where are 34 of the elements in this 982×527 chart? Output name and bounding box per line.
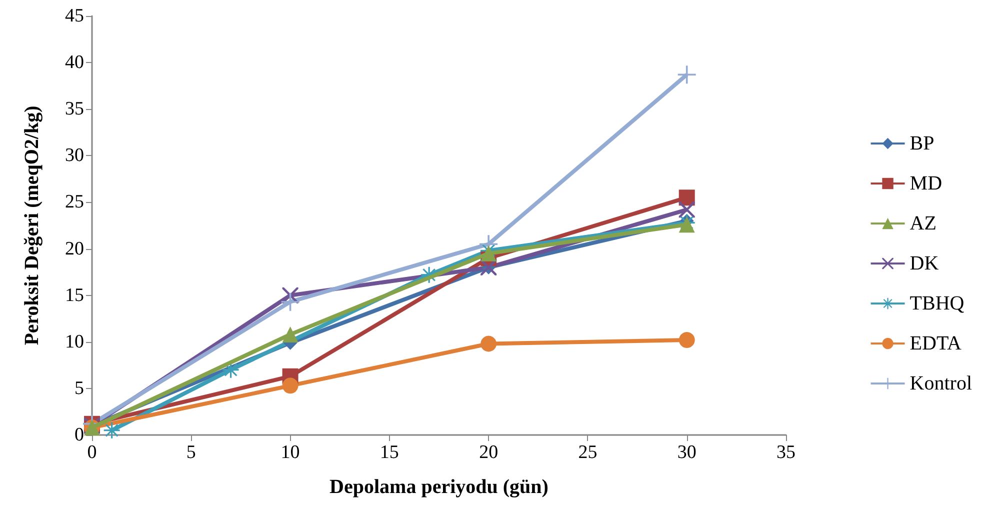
x-tick-label: 15 bbox=[380, 442, 399, 463]
y-axis-title: Peroksit Değeri (meqO2/kg) bbox=[21, 106, 43, 346]
x-tick-label: 35 bbox=[776, 442, 796, 463]
point bbox=[678, 66, 696, 84]
legend-label: AZ bbox=[910, 212, 936, 234]
x-tick-label: 30 bbox=[677, 442, 696, 463]
x-tick-label: 5 bbox=[186, 442, 196, 463]
legend-label: BP bbox=[910, 132, 934, 154]
y-tick-label: 45 bbox=[65, 6, 84, 26]
y-tick-label: 25 bbox=[65, 192, 84, 213]
x-tick-label: 25 bbox=[578, 442, 598, 463]
y-tick-label: 35 bbox=[65, 98, 84, 120]
legend-label: DK bbox=[910, 252, 940, 274]
point bbox=[678, 190, 695, 206]
x-tick-label: 20 bbox=[479, 442, 498, 463]
x-tick-label: 10 bbox=[280, 442, 300, 463]
x-axis-title: Depolama periyodu (gün) bbox=[330, 476, 548, 498]
legend-label: Kontrol bbox=[910, 372, 972, 394]
point bbox=[282, 326, 298, 342]
point bbox=[281, 292, 300, 311]
y-tick-label: 5 bbox=[74, 378, 84, 399]
y-tick-label: 40 bbox=[65, 52, 84, 74]
y-tick-label: 30 bbox=[65, 145, 84, 166]
y-tick-label: 10 bbox=[65, 331, 84, 352]
point bbox=[282, 378, 298, 394]
point bbox=[678, 202, 695, 218]
y-tick-label: 0 bbox=[74, 424, 84, 446]
legend-label: TBHQ bbox=[910, 292, 965, 314]
legend-label: MD bbox=[910, 172, 942, 194]
point bbox=[678, 332, 695, 348]
y-tick-label: 20 bbox=[65, 238, 84, 260]
y-tick-label: 15 bbox=[65, 284, 84, 306]
point bbox=[480, 336, 497, 352]
legend-label: EDTA bbox=[910, 332, 962, 354]
